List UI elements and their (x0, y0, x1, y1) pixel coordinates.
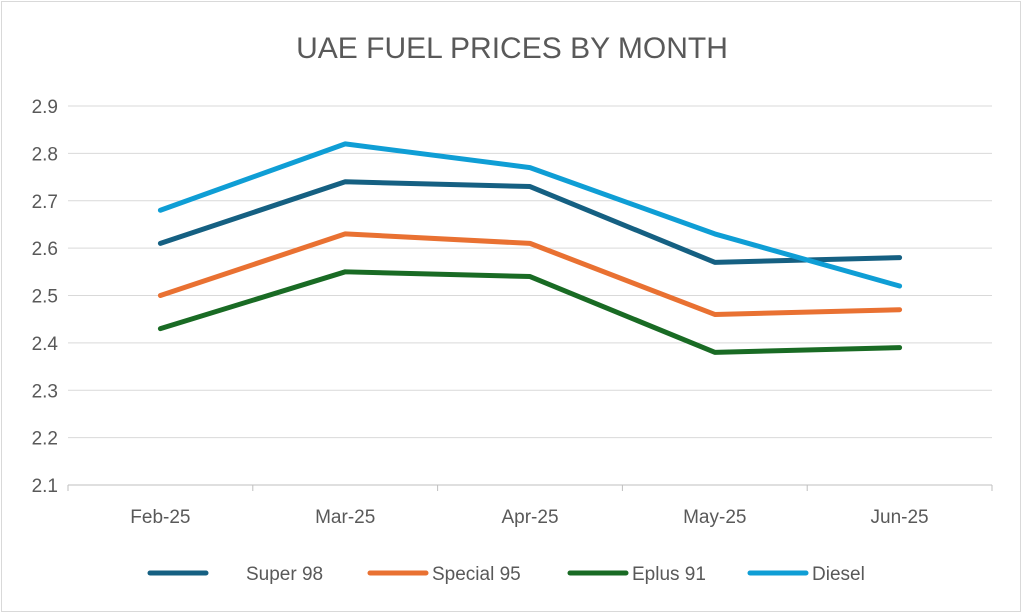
series-line-special-95 (157, 231, 903, 317)
y-tick-label: 2.1 (32, 476, 58, 497)
x-tick-label: Mar-25 (315, 507, 375, 528)
legend-label: Super 98 (246, 564, 323, 585)
series-line-eplus-91 (157, 269, 903, 355)
y-tick-label: 2.5 (32, 287, 58, 308)
series-line-diesel (157, 141, 903, 289)
series-line-super-98 (157, 179, 903, 265)
y-tick-label: 2.4 (32, 334, 59, 355)
y-tick-label: 2.7 (32, 192, 58, 213)
chart-title: UAE FUEL PRICES BY MONTH (296, 32, 728, 65)
x-tick-label: Jun-25 (871, 507, 929, 528)
x-tick-label: Feb-25 (130, 507, 190, 528)
y-tick-label: 2.8 (32, 144, 58, 165)
x-tick-label: May-25 (683, 507, 746, 528)
y-tick-label: 2.3 (32, 381, 58, 402)
legend-label: Special 95 (432, 564, 521, 585)
y-tick-label: 2.2 (32, 429, 58, 450)
x-tick-label: Apr-25 (501, 507, 558, 528)
legend-label: Diesel (812, 564, 865, 585)
legend-label: Eplus 91 (632, 564, 706, 585)
y-tick-label: 2.9 (32, 97, 58, 118)
y-tick-label: 2.6 (32, 239, 58, 260)
